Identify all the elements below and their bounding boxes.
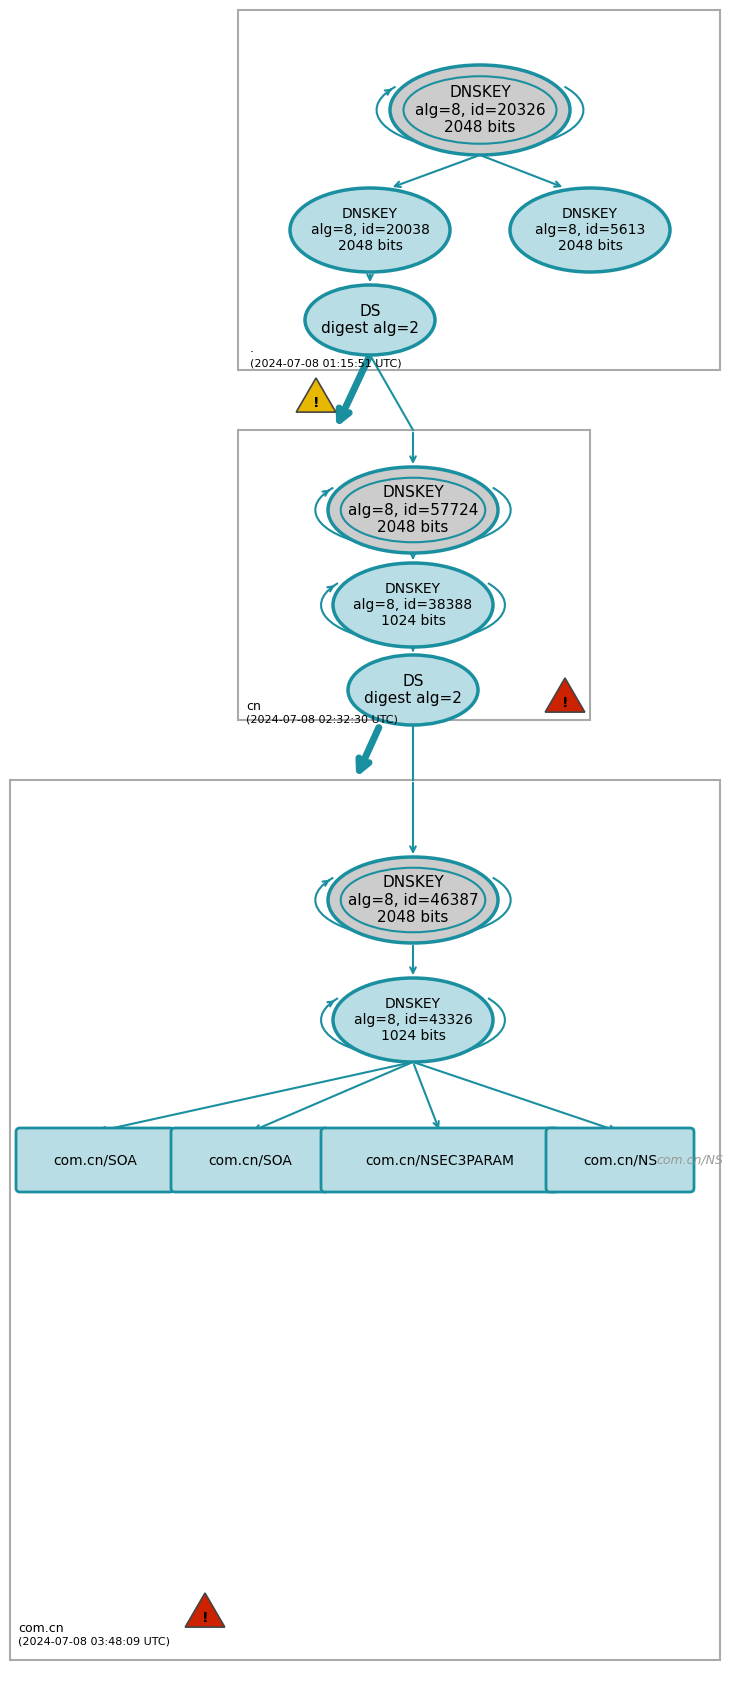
Text: (2024-07-08 02:32:30 UTC): (2024-07-08 02:32:30 UTC) [246, 713, 398, 723]
Text: com.cn/NSEC3PARAM: com.cn/NSEC3PARAM [365, 1153, 514, 1167]
Ellipse shape [390, 65, 570, 155]
Text: com.cn/SOA: com.cn/SOA [208, 1153, 292, 1167]
Text: (2024-07-08 03:48:09 UTC): (2024-07-08 03:48:09 UTC) [18, 1637, 170, 1647]
Ellipse shape [305, 285, 435, 355]
Text: com.cn: com.cn [18, 1622, 64, 1635]
Bar [10, 779, 720, 1661]
Polygon shape [545, 678, 585, 711]
FancyBboxPatch shape [546, 1127, 694, 1192]
Text: DS
digest alg=2: DS digest alg=2 [364, 674, 462, 706]
Ellipse shape [510, 188, 670, 272]
Text: com.cn/NS: com.cn/NS [583, 1153, 657, 1167]
FancyBboxPatch shape [171, 1127, 329, 1192]
Bar [238, 430, 590, 720]
Ellipse shape [348, 655, 478, 725]
Text: DNSKEY
alg=8, id=38388
1024 bits: DNSKEY alg=8, id=38388 1024 bits [354, 582, 473, 628]
Text: DS
digest alg=2: DS digest alg=2 [321, 304, 419, 336]
Text: com.cn/SOA: com.cn/SOA [53, 1153, 137, 1167]
Text: !: ! [313, 396, 319, 411]
Text: cn: cn [246, 700, 261, 713]
Text: DNSKEY
alg=8, id=20038
2048 bits: DNSKEY alg=8, id=20038 2048 bits [311, 207, 429, 253]
FancyBboxPatch shape [16, 1127, 174, 1192]
Ellipse shape [328, 467, 498, 554]
Text: !: ! [562, 696, 568, 710]
Ellipse shape [290, 188, 450, 272]
Ellipse shape [328, 857, 498, 942]
Bar [238, 10, 720, 370]
Polygon shape [296, 379, 336, 413]
Ellipse shape [333, 978, 493, 1061]
Text: DNSKEY
alg=8, id=57724
2048 bits: DNSKEY alg=8, id=57724 2048 bits [348, 486, 478, 535]
Text: .: . [250, 341, 254, 355]
Text: DNSKEY
alg=8, id=43326
1024 bits: DNSKEY alg=8, id=43326 1024 bits [354, 997, 473, 1043]
Text: com.cn/NS: com.cn/NS [656, 1153, 723, 1167]
Text: DNSKEY
alg=8, id=5613
2048 bits: DNSKEY alg=8, id=5613 2048 bits [535, 207, 645, 253]
FancyBboxPatch shape [321, 1127, 559, 1192]
Text: DNSKEY
alg=8, id=20326
2048 bits: DNSKEY alg=8, id=20326 2048 bits [415, 85, 545, 134]
Text: (2024-07-08 01:15:51 UTC): (2024-07-08 01:15:51 UTC) [250, 358, 401, 368]
Ellipse shape [333, 564, 493, 647]
Text: DNSKEY
alg=8, id=46387
2048 bits: DNSKEY alg=8, id=46387 2048 bits [348, 874, 478, 925]
Polygon shape [185, 1593, 225, 1627]
Text: !: ! [201, 1611, 208, 1625]
